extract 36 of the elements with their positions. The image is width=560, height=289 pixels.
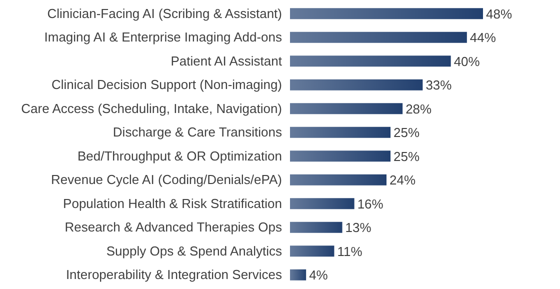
y-tick-label: Research & Advanced Therapies Ops	[64, 220, 282, 235]
data-label: 24%	[390, 172, 416, 188]
y-tick-label: Interoperability & Integration Services	[66, 267, 282, 282]
bar	[290, 126, 391, 138]
data-label: 13%	[345, 220, 372, 236]
data-label: 28%	[406, 101, 432, 116]
y-tick-label: Care Access (Scheduling, Intake, Navigation)	[21, 100, 282, 116]
bar	[290, 198, 354, 210]
y-tick-label: Discharge & Care Transitions	[112, 124, 282, 140]
y-tick-label: Bed/Throughput & OR Optimization	[78, 148, 282, 164]
data-label: 4%	[309, 268, 328, 283]
data-label: 11%	[337, 244, 363, 259]
bar	[290, 150, 391, 162]
data-label: 44%	[470, 30, 496, 46]
data-label: 25%	[394, 148, 420, 164]
data-label: 16%	[357, 196, 384, 212]
data-label: 40%	[454, 54, 480, 69]
y-tick-label: Revenue Cycle AI (Coding/Denials/ePA)	[51, 172, 282, 188]
data-label: 48%	[486, 6, 512, 22]
data-label: 25%	[394, 125, 420, 140]
y-tick-label: Imaging AI & Enterprise Imaging Add-ons	[44, 30, 282, 45]
bar	[290, 269, 306, 280]
y-tick-label: Clinical Decision Support (Non-imaging)	[52, 77, 282, 92]
bar	[290, 246, 334, 257]
bar	[290, 32, 467, 43]
bar	[290, 103, 403, 114]
data-label: 33%	[426, 78, 452, 93]
y-tick-label: Supply Ops & Spend Analytics	[106, 243, 282, 258]
y-tick-label: Clinician-Facing AI (Scribing & Assistant)	[47, 6, 282, 21]
bar	[290, 79, 423, 90]
bar	[290, 56, 451, 67]
bar	[290, 8, 483, 20]
y-tick-label: Patient AI Assistant	[170, 53, 282, 68]
bar	[290, 174, 386, 186]
bar	[290, 222, 342, 233]
y-tick-label: Population Health & Risk Stratification	[63, 196, 282, 211]
